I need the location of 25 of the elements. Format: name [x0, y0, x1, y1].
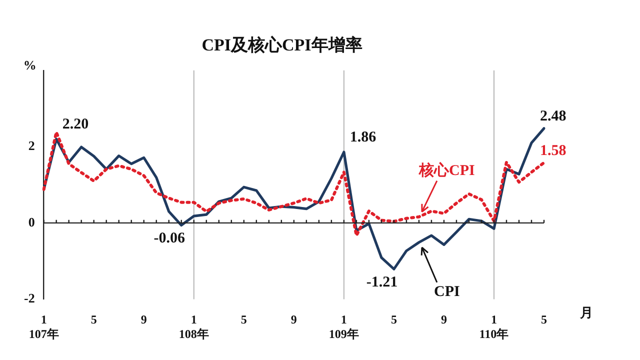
- data-label: 1.86: [350, 129, 377, 146]
- x-tick-label: 5: [541, 312, 547, 326]
- x-tick-label: 5: [240, 312, 247, 326]
- y-tick-label: -2: [24, 290, 35, 306]
- x-tick-label: 5: [390, 312, 397, 326]
- chart-title: CPI及核心CPI年增率: [202, 36, 362, 55]
- data-label: 1.58: [540, 143, 566, 160]
- x-tick-label: 9: [440, 312, 447, 326]
- text: CPI: [434, 284, 460, 300]
- data-label: -1.21: [366, 274, 398, 290]
- x-tick-label: 9: [290, 312, 297, 326]
- x-tick-label: 1 110年: [479, 312, 509, 341]
- x-tick-label: 9: [140, 312, 147, 326]
- x-tick-label: 1 107年: [28, 312, 59, 341]
- y-axis-title: %: [23, 57, 36, 72]
- data-label: 2.48: [540, 108, 566, 125]
- y-tick-label: 0: [28, 214, 35, 230]
- y-tick-label: 2: [28, 138, 35, 154]
- series-label: 核心CPI: [418, 161, 476, 180]
- data-label: -0.06: [154, 230, 186, 247]
- x-axis-title: 月: [579, 305, 593, 320]
- data-label: 2.20: [62, 116, 89, 132]
- x-tick-label: 5: [90, 312, 97, 326]
- x-tick-label: 1 109年: [328, 312, 359, 341]
- x-tick-label: 1 108年: [178, 312, 209, 341]
